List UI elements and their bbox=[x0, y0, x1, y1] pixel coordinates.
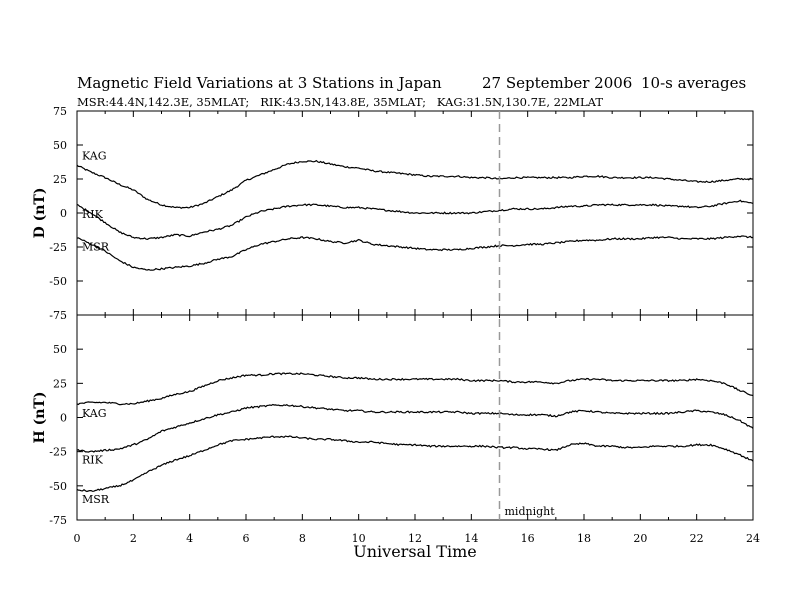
y-tick-label: -50 bbox=[49, 275, 67, 288]
series-line-kag bbox=[76, 372, 754, 406]
y-tick-label: 0 bbox=[60, 207, 67, 220]
series-label-msr: MSR bbox=[82, 493, 110, 506]
y-tick-label: 75 bbox=[53, 105, 67, 118]
y-axis-label: H (nT) bbox=[32, 392, 48, 444]
x-tick-label: 8 bbox=[299, 532, 306, 545]
y-tick-label: 25 bbox=[53, 173, 67, 186]
x-tick-label: 22 bbox=[690, 532, 704, 545]
series-line-msr bbox=[76, 435, 754, 493]
y-tick-label: -25 bbox=[49, 446, 67, 459]
series-label-rik: RIK bbox=[82, 453, 104, 466]
y-tick-label: 50 bbox=[53, 139, 67, 152]
y-axis-label: D (nT) bbox=[32, 188, 48, 239]
midnight-label: midnight bbox=[505, 505, 556, 518]
y-tick-label: 25 bbox=[53, 377, 67, 390]
panel-frame bbox=[76, 314, 754, 521]
x-tick-label: 18 bbox=[577, 532, 591, 545]
x-tick-label: 0 bbox=[74, 532, 81, 545]
y-tick-label: -50 bbox=[49, 480, 67, 493]
series-line-msr bbox=[76, 235, 754, 271]
series-line-rik bbox=[76, 403, 754, 453]
x-tick-label: 2 bbox=[130, 532, 137, 545]
series-label-kag: KAG bbox=[82, 407, 107, 420]
y-tick-label: -75 bbox=[49, 514, 67, 527]
chart-title: Magnetic Field Variations at 3 Stations … bbox=[77, 74, 442, 92]
series-line-kag bbox=[76, 159, 753, 210]
x-axis-label: Universal Time bbox=[353, 542, 476, 561]
x-tick-label: 24 bbox=[746, 532, 760, 545]
y-tick-label: 50 bbox=[53, 343, 67, 356]
x-tick-label: 4 bbox=[186, 532, 193, 545]
chart-date: 27 September 2006 bbox=[482, 74, 632, 92]
series-label-msr: MSR bbox=[82, 240, 110, 253]
y-tick-label: -75 bbox=[49, 309, 67, 322]
station-coordinates: MSR:44.4N,142.3E, 35MLAT; RIK:43.5N,143.… bbox=[77, 95, 603, 109]
averaging-label: 10-s averages bbox=[641, 74, 746, 92]
series-label-rik: RIK bbox=[82, 208, 104, 221]
x-tick-label: 12 bbox=[408, 532, 422, 545]
x-tick-label: 16 bbox=[521, 532, 535, 545]
x-tick-label: 6 bbox=[243, 532, 250, 545]
x-tick-label: 20 bbox=[633, 532, 647, 545]
series-label-kag: KAG bbox=[82, 149, 107, 162]
y-tick-label: -25 bbox=[49, 241, 67, 254]
series-line-rik bbox=[76, 199, 754, 241]
y-tick-label: 0 bbox=[60, 412, 67, 425]
x-tick-label: 10 bbox=[352, 532, 366, 545]
x-tick-label: 14 bbox=[464, 532, 478, 545]
